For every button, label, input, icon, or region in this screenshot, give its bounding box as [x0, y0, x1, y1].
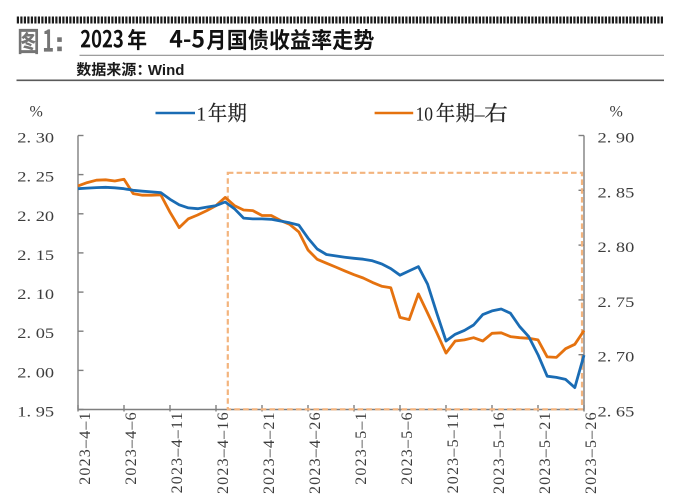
svg-text:2. 70: 2. 70	[598, 350, 635, 366]
svg-text:2. 10: 2. 10	[17, 287, 54, 303]
svg-text:2023–5–6: 2023–5–6	[399, 411, 416, 485]
svg-text:2023–5–1: 2023–5–1	[353, 411, 370, 485]
svg-text:1: 1	[196, 104, 206, 126]
svg-text:2023–4–6: 2023–4–6	[123, 411, 140, 485]
svg-text:2. 90: 2. 90	[598, 131, 635, 147]
svg-text:10: 10	[416, 104, 434, 126]
svg-text:2. 00: 2. 00	[17, 365, 54, 381]
svg-text:2023–4–1: 2023–4–1	[77, 411, 94, 485]
svg-text:2. 80: 2. 80	[598, 240, 635, 256]
svg-text:%: %	[30, 104, 43, 121]
svg-text:–: –	[474, 104, 486, 126]
svg-text:2. 20: 2. 20	[17, 209, 54, 225]
svg-text:2. 85: 2. 85	[598, 185, 635, 201]
svg-text:2. 30: 2. 30	[17, 131, 54, 147]
svg-text:2023–5–11: 2023–5–11	[445, 411, 462, 493]
svg-text:2023–4–26: 2023–4–26	[307, 411, 324, 494]
svg-text:2023–4–21: 2023–4–21	[261, 411, 278, 494]
svg-text:1. 95: 1. 95	[17, 405, 54, 421]
svg-text:2. 75: 2. 75	[598, 295, 635, 311]
svg-text:%: %	[610, 104, 623, 121]
svg-text:2. 15: 2. 15	[17, 248, 54, 264]
svg-text:Wind: Wind	[148, 62, 185, 79]
svg-text:2. 25: 2. 25	[17, 170, 54, 186]
svg-text:2023–5–21: 2023–5–21	[537, 411, 554, 494]
svg-text:2023–5–16: 2023–5–16	[491, 411, 508, 494]
svg-text:2023–4–16: 2023–4–16	[215, 411, 232, 494]
svg-text:2023–4–11: 2023–4–11	[169, 411, 186, 493]
svg-text:2. 05: 2. 05	[17, 326, 54, 342]
svg-text:2. 65: 2. 65	[598, 405, 635, 421]
svg-text:2023–5–26: 2023–5–26	[583, 411, 600, 494]
